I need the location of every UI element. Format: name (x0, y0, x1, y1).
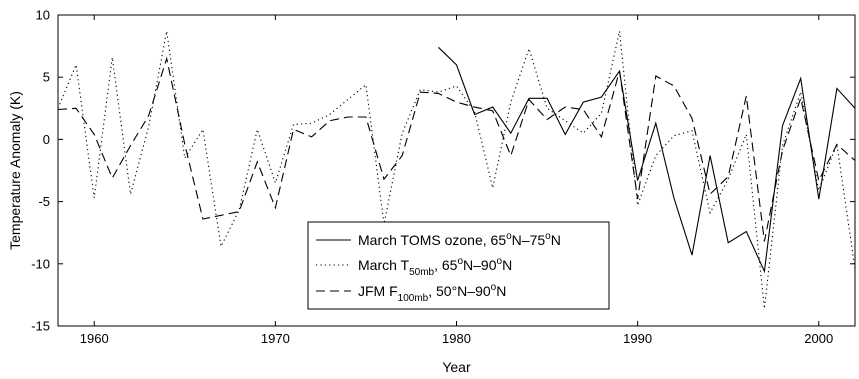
legend-label: March TOMS ozone, 65oN–75oN (358, 231, 561, 248)
legend-label: March T50mb, 65oN–90oN (358, 256, 512, 278)
series-line-dotted (57, 31, 856, 309)
y-tick-label: 0 (43, 132, 50, 147)
legend-label: JFM F100mb, 50°N–90oN (358, 282, 506, 304)
legend: March TOMS ozone, 65oN–75oN March T50mb, … (307, 221, 610, 310)
x-tick-label: 2000 (804, 331, 833, 346)
x-axis-title: Year (442, 359, 471, 375)
ticks-layer: 1960 1970 1980 1990 2000 10 5 0 -5 -10 -15 (31, 8, 855, 346)
y-tick-label: 5 (43, 70, 50, 85)
y-tick-label: -15 (31, 319, 50, 334)
series-line-dashed (57, 56, 856, 242)
y-tick-label: -5 (38, 194, 50, 209)
x-tick-label: 1970 (261, 331, 290, 346)
y-tick-label: 10 (36, 8, 50, 23)
y-tick-label: -10 (31, 256, 50, 271)
x-tick-label: 1990 (623, 331, 652, 346)
y-axis-title: Temperature Anomaly (K) (7, 91, 23, 250)
series-layer (57, 31, 856, 309)
series-line-solid (438, 46, 856, 274)
x-tick-label: 1980 (442, 331, 471, 346)
x-tick-label: 1960 (80, 331, 109, 346)
legend-box (307, 221, 610, 310)
